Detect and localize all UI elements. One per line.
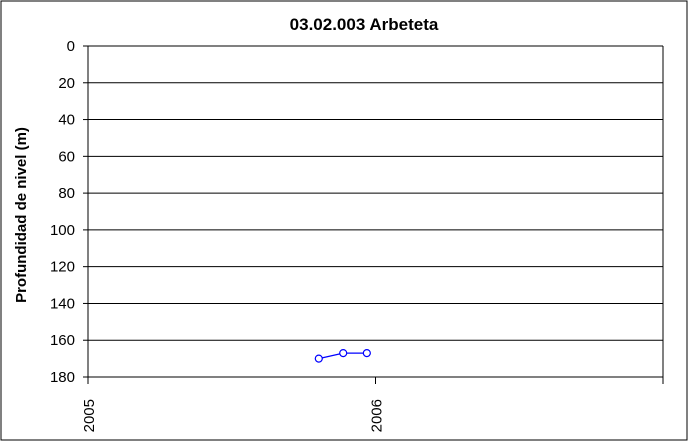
y-tick-label: 40 (58, 112, 75, 129)
y-axis-label: Profundidad de nivel (m) (13, 127, 30, 303)
x-tick-label: 2005 (81, 399, 98, 432)
plot-area: 0 20 40 60 80 100 120 140 160 180 2005 2006 (50, 38, 664, 432)
y-tick-label: 20 (58, 75, 75, 92)
y-tick-label: 0 (67, 38, 75, 55)
y-tick-label: 80 (58, 185, 75, 202)
data-point (339, 348, 348, 358)
chart-title: 03.02.003 Arbeteta (290, 15, 439, 34)
y-tick-label: 180 (50, 369, 75, 386)
y-tick-label: 60 (58, 148, 75, 165)
y-tick-label: 140 (50, 295, 75, 312)
data-point (362, 348, 371, 358)
y-tick-label: 100 (50, 222, 75, 239)
x-tick-label: 2006 (369, 399, 386, 432)
data-point (314, 354, 323, 363)
y-tick-label: 160 (50, 332, 75, 349)
y-tick-label: 120 (50, 259, 75, 276)
